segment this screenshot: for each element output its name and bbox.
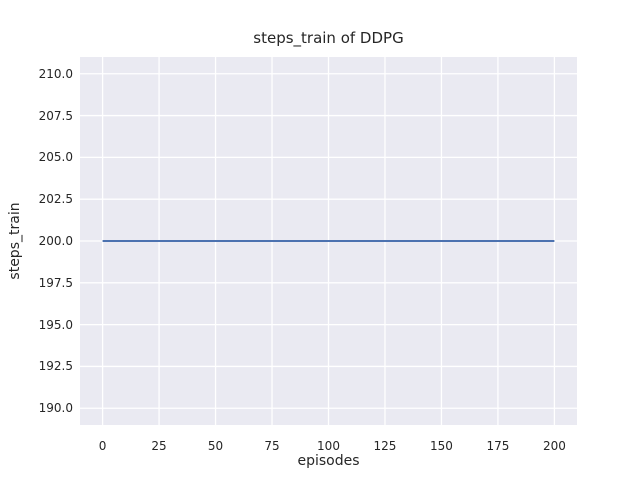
x-axis-label: episodes — [297, 453, 360, 469]
chart-title: steps_train of DDPG — [253, 29, 404, 47]
x-tick-label: 100 — [317, 439, 340, 453]
y-tick-label: 205.0 — [38, 150, 73, 165]
x-tick-label: 200 — [542, 439, 566, 453]
x-tick-label: 75 — [264, 439, 280, 453]
y-tick-label: 200.0 — [38, 234, 73, 248]
x-tick-label: 175 — [486, 439, 510, 453]
x-tick-label: 125 — [373, 439, 397, 453]
plot-area — [80, 57, 577, 425]
y-tick-label: 197.5 — [38, 275, 73, 290]
x-tick-label: 25 — [151, 439, 167, 453]
y-tick-label: 202.5 — [38, 192, 73, 207]
x-tick-label: 50 — [207, 439, 224, 453]
x-tick-label: 0 — [98, 439, 107, 453]
y-tick-label: 190.0 — [38, 401, 73, 416]
x-tick-label: 150 — [430, 439, 453, 453]
y-tick-label: 210.0 — [38, 66, 73, 81]
y-tick-label: 192.5 — [38, 359, 73, 374]
y-tick-label: 195.0 — [38, 317, 73, 332]
plot-canvas — [80, 57, 577, 425]
y-tick-label: 207.5 — [38, 108, 73, 123]
